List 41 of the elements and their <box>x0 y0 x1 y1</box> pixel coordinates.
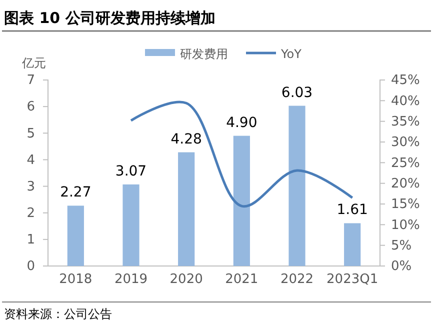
legend-label: YoY <box>280 47 302 61</box>
bar <box>178 152 195 266</box>
data-label: 4.28 <box>170 131 202 148</box>
y2-tick-label: 5% <box>391 238 412 254</box>
x-tick-label: 2022 <box>280 272 314 288</box>
data-label: 3.07 <box>115 163 147 180</box>
data-label: 6.03 <box>281 84 313 101</box>
y2-tick-label: 45% <box>391 73 420 88</box>
y2-tick-label: 20% <box>391 176 420 192</box>
bar <box>67 206 84 266</box>
bar <box>288 106 306 266</box>
y2-tick-label: 0% <box>391 259 412 274</box>
data-label: 2.27 <box>60 184 92 201</box>
x-tick-label: 2021 <box>225 272 258 288</box>
y2-tick-label: 15% <box>391 197 420 212</box>
y2-tick-label: 35% <box>391 114 420 130</box>
data-label: 1.61 <box>336 202 368 218</box>
x-tick-label: 2018 <box>59 272 92 288</box>
y-tick-label: 1 <box>26 232 35 248</box>
x-tick-label: 2019 <box>114 272 148 288</box>
y-axis-title: 亿元 <box>21 56 46 70</box>
y2-tick-label: 10% <box>391 218 420 233</box>
x-tick-label: 2023Q1 <box>326 272 378 288</box>
y-tick-label: 4 <box>26 152 35 168</box>
y-tick-label: 5 <box>26 126 35 142</box>
y-tick-label: 2 <box>26 206 35 222</box>
data-label: 4.90 <box>226 114 258 131</box>
y-tick-label: 6 <box>26 100 35 115</box>
y-tick-label: 7 <box>26 73 35 88</box>
chart-title: 图表 10 公司研发费用持续增加 <box>4 9 216 27</box>
y-tick-label: 0 <box>26 259 35 274</box>
y2-tick-label: 40% <box>391 94 420 109</box>
bar <box>233 136 250 266</box>
bar <box>344 223 361 266</box>
bar <box>122 184 140 266</box>
text: 资料来源：公司公告 <box>4 307 112 321</box>
legend-label: 研发费用 <box>180 47 228 61</box>
y2-tick-label: 30% <box>391 135 420 150</box>
y-tick-label: 3 <box>26 179 35 194</box>
x-tick-label: 2020 <box>170 272 203 288</box>
y2-tick-label: 25% <box>391 156 420 171</box>
